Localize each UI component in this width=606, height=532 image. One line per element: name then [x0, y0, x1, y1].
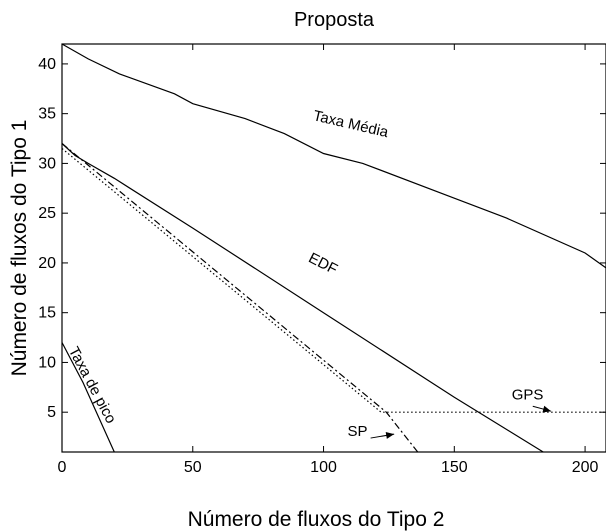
- x-tick-label: 200: [572, 459, 599, 476]
- plot-area: 0 50 100 150 200 5 10 15 20 25 30 35 40 Taxa Média EDF…: [38, 43, 606, 476]
- y-tick-label: 40: [38, 56, 56, 73]
- series-line-taxa-m-dia: [61, 43, 606, 269]
- series-line-edf: [61, 143, 544, 453]
- annotation-label: SP: [348, 423, 368, 440]
- y-axis-title: Número de fluxos do Tipo 1: [8, 120, 31, 377]
- annotation-arrow-head: [385, 431, 395, 439]
- annotation-label: GPS: [512, 386, 544, 403]
- plot-frame: [61, 43, 606, 453]
- series-line-gps: [61, 148, 606, 413]
- x-axis-title: Número de fluxos do Tipo 2: [188, 508, 445, 531]
- y-tick-label: 10: [38, 354, 56, 371]
- y-tick-label: 15: [38, 305, 56, 322]
- y-tick-label: 35: [38, 106, 56, 123]
- series-line-taxa-de-pico: [61, 342, 115, 453]
- y-tick-label: 30: [38, 155, 56, 172]
- x-tick-label: 150: [441, 459, 468, 476]
- y-tick-label: 25: [38, 205, 56, 222]
- annotation-label: EDF: [306, 250, 340, 279]
- x-tick-label: 100: [310, 459, 337, 476]
- x-tick-label: 0: [58, 459, 67, 476]
- y-tick-label: 20: [38, 255, 56, 272]
- x-tick-label: 50: [184, 459, 202, 476]
- series-line-sp: [61, 143, 419, 453]
- annotation-label: Taxa de pico: [65, 344, 120, 426]
- chart-title: Proposta: [294, 9, 375, 31]
- annotation-label: Taxa Média: [311, 107, 390, 141]
- annotation-arrow-head: [542, 405, 552, 413]
- y-tick-label: 5: [47, 404, 56, 421]
